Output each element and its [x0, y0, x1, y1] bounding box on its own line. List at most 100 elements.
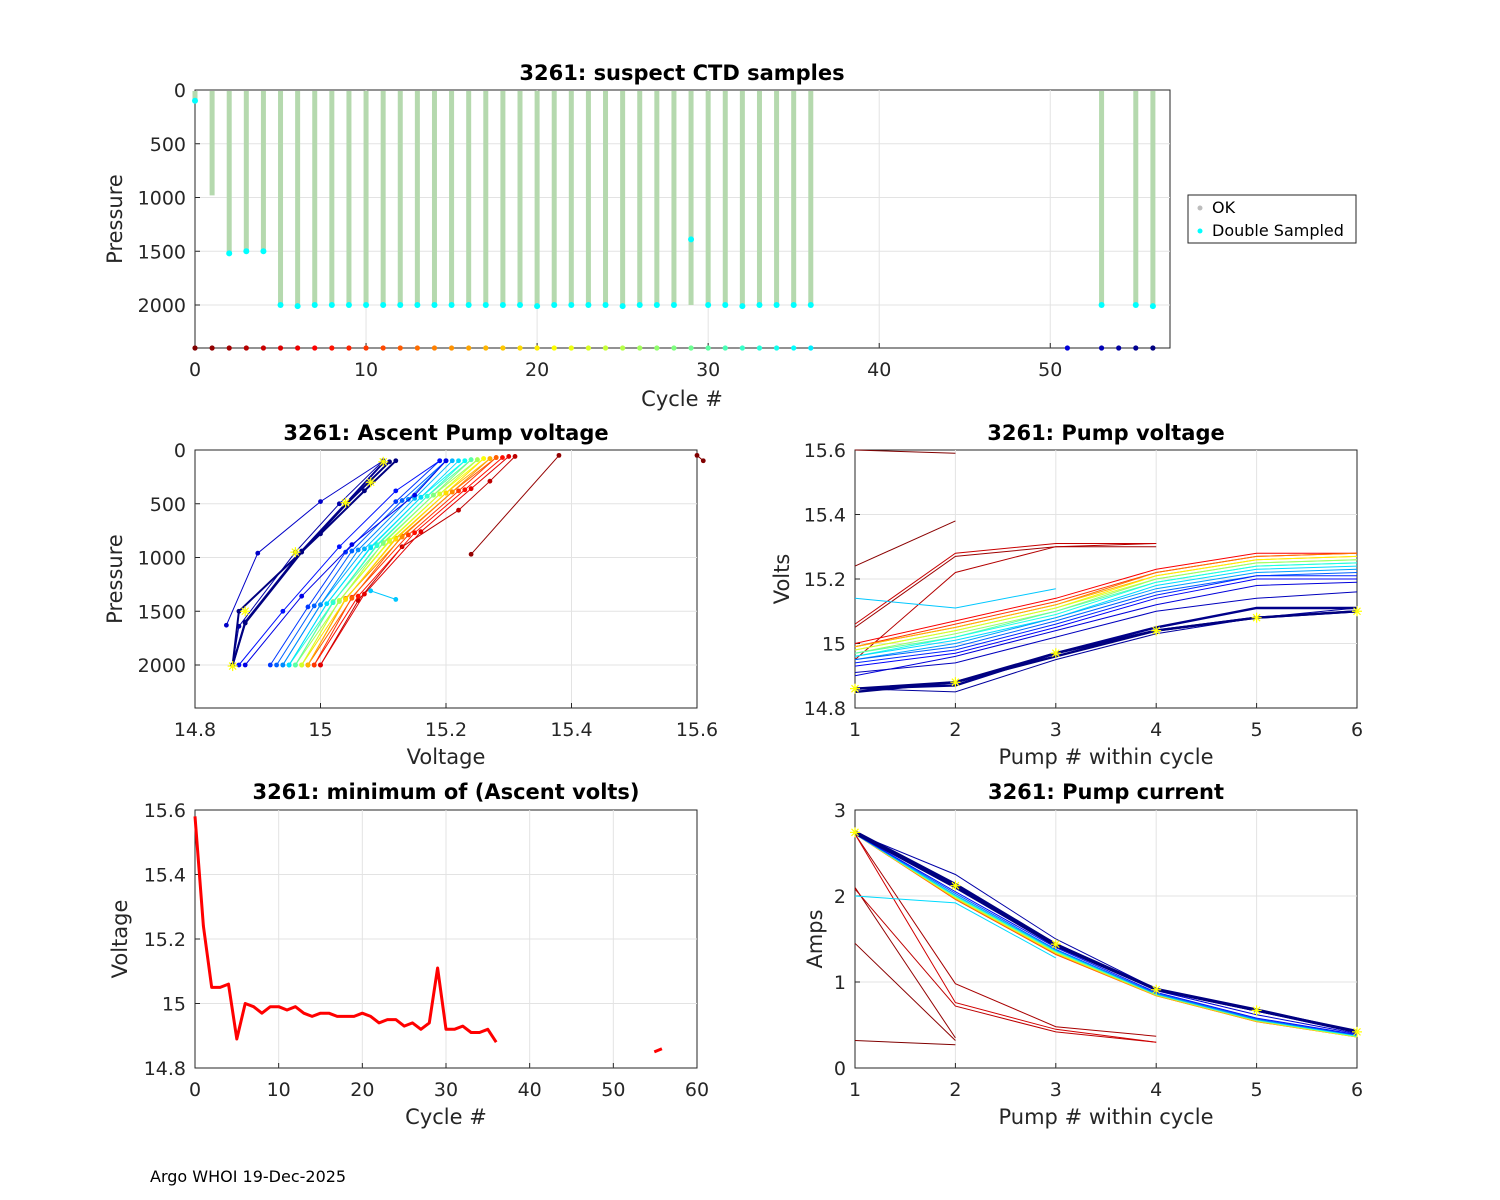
cycle-color-marker: [705, 345, 711, 351]
legend-double-label: Double Sampled: [1212, 221, 1344, 240]
ascent-profile-point: [449, 489, 455, 495]
legend-double-marker: [1197, 228, 1203, 234]
ascent-profile-point: [242, 620, 248, 626]
y-axis-label-suspect: Pressure: [103, 174, 127, 264]
double-sampled-point: [192, 97, 198, 104]
marker-stroke: [1252, 1006, 1261, 1015]
y-tick-label: 0: [174, 80, 186, 102]
ascent-profile-point: [393, 536, 399, 542]
ascent-profile-point: [299, 662, 305, 668]
double-sampled-point: [414, 302, 421, 308]
x-tick-label: 30: [696, 359, 720, 381]
pump-voltage-line: [854, 610, 1358, 694]
y-axis-label-pump-voltage: Volts: [770, 554, 794, 605]
double-sampled-point: [499, 302, 506, 308]
cycle-color-marker: [448, 345, 455, 351]
cycle-color-marker: [671, 345, 677, 351]
double-sampled-point: [431, 302, 438, 308]
double-sampled-point: [243, 248, 250, 255]
latest-cycle-marker: [1050, 939, 1061, 950]
cycle-color-marker: [312, 345, 318, 351]
ascent-profile-point: [349, 542, 355, 547]
marker-stroke: [951, 678, 960, 687]
y-tick-label: 15.4: [804, 505, 846, 527]
pump-voltage-line: [854, 588, 1056, 609]
ascent-profile-point: [387, 459, 392, 465]
ascent-profile-point: [399, 534, 405, 540]
ascent-profile-point: [362, 591, 367, 597]
latest-cycle-marker: [950, 880, 961, 891]
double-sampled-point: [688, 236, 695, 243]
ascent-profile-point: [267, 662, 273, 668]
double-sampled-point: [1098, 302, 1105, 308]
y-tick-label: 15.2: [804, 569, 846, 591]
x-axis-label-ascent: Voltage: [407, 745, 486, 769]
ascent-profile-point: [336, 501, 342, 507]
x-tick-label: 3: [1050, 719, 1062, 741]
cycle-color-marker: [808, 345, 814, 351]
pump-voltage-line: [854, 578, 1357, 667]
double-sampled-point: [482, 302, 489, 308]
marker-stroke: [241, 607, 250, 616]
ascent-profile-point: [318, 531, 323, 537]
marker-stroke: [1353, 1027, 1361, 1036]
pump-current-line: [854, 832, 1358, 1033]
ascent-profile-line: [320, 456, 516, 666]
pump-voltage-line: [854, 543, 1157, 660]
pump-voltage-line: [854, 606, 1357, 690]
ascent-profile-point: [299, 593, 305, 599]
double-sampled-point: [397, 302, 404, 308]
ascent-profile-point: [305, 662, 311, 668]
cycle-color-marker: [277, 345, 284, 351]
ascent-profile-point: [255, 550, 261, 556]
x-tick-label: 15.6: [676, 719, 718, 741]
double-sampled-point: [294, 303, 301, 310]
x-tick-label: 1: [849, 719, 861, 741]
cycle-color-marker: [602, 345, 609, 351]
cycle-color-marker: [791, 345, 797, 351]
latest-cycle-marker: [1251, 1005, 1262, 1016]
pump-voltage-line: [854, 562, 1358, 657]
ascent-profile-point: [474, 457, 480, 463]
cycle-color-marker: [431, 345, 438, 351]
ascent-profile-point: [500, 455, 505, 460]
ascent-profile-point: [318, 662, 323, 668]
chart-title-suspect: 3261: suspect CTD samples: [519, 61, 844, 85]
pump-voltage-line: [854, 449, 956, 454]
cycle-color-marker: [500, 345, 506, 351]
pump-voltage-line: [854, 575, 1357, 664]
x-tick-label: 50: [601, 1079, 625, 1101]
latest-cycle-marker: [290, 547, 301, 558]
y-tick-label: 15: [822, 634, 846, 656]
cycle-color-marker: [209, 345, 215, 351]
ascent-profile-point: [387, 538, 392, 544]
double-sampled-point: [1132, 302, 1139, 308]
cycle-color-marker: [1150, 345, 1156, 351]
pump-current-line: [854, 833, 1358, 1036]
pump-current-line: [854, 833, 1157, 1037]
ascent-profile-point: [293, 662, 298, 668]
x-axis-label-pump-voltage: Pump # within cycle: [999, 745, 1214, 769]
pump-current-line: [854, 895, 1057, 959]
marker-stroke: [1051, 940, 1060, 949]
ascent-profile-point: [362, 546, 367, 552]
cycle-color-marker: [620, 345, 626, 351]
x-tick-label: 40: [518, 1079, 542, 1101]
marker-stroke: [228, 662, 237, 670]
ascent-profile-point: [399, 498, 405, 503]
chart-title-pump-current: 3261: Pump current: [988, 780, 1224, 804]
ascent-profile-point: [412, 530, 418, 536]
ascent-profile-point: [449, 458, 455, 464]
pump-voltage-line: [854, 543, 1157, 625]
double-sampled-point: [448, 302, 455, 308]
pump-voltage-line: [854, 572, 1358, 661]
latest-cycle-marker: [1352, 606, 1362, 617]
cycle-color-marker: [517, 345, 523, 351]
cycle-color-marker: [1098, 345, 1105, 351]
ascent-profile-point: [318, 499, 323, 504]
pump-current-line: [854, 888, 1157, 1043]
latest-cycle-marker: [850, 827, 860, 838]
pump-voltage-line: [854, 559, 1358, 654]
